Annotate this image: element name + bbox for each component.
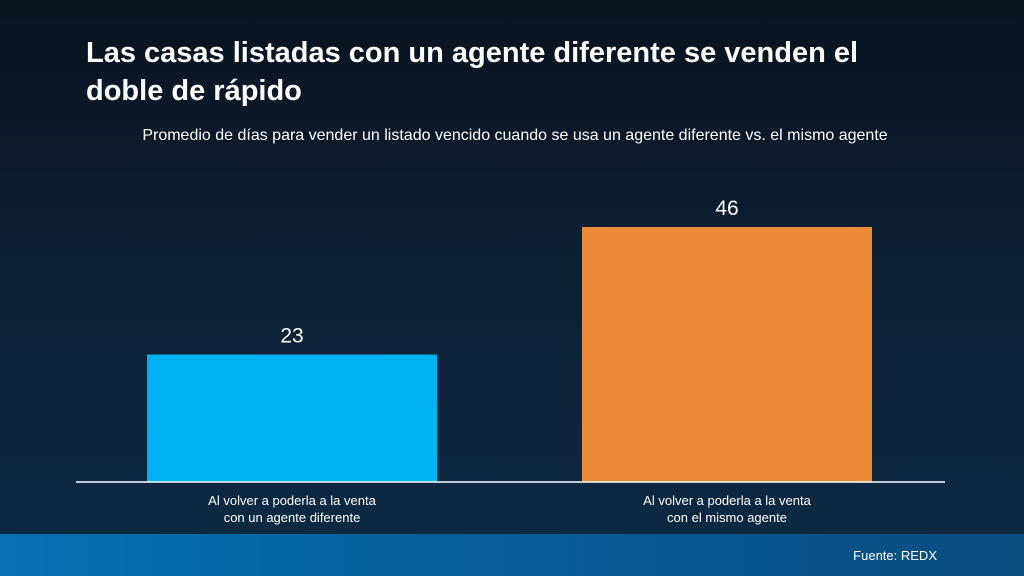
category-label-1: Al volver a poderla a la venta con un age…	[208, 493, 376, 525]
bar-2	[582, 227, 872, 482]
data-label-2: 46	[715, 197, 738, 220]
source-label: Fuente: REDX	[853, 548, 937, 563]
chart-title: Las casas listadas con un agente diferen…	[86, 37, 859, 107]
footer-bar	[0, 534, 1024, 576]
bar-1	[147, 354, 437, 482]
data-label-1: 23	[280, 325, 303, 348]
category-label-2: Al volver a poderla a la venta con el mis…	[643, 493, 811, 525]
chart-subtitle: Promedio de días para vender un listado …	[142, 127, 888, 144]
